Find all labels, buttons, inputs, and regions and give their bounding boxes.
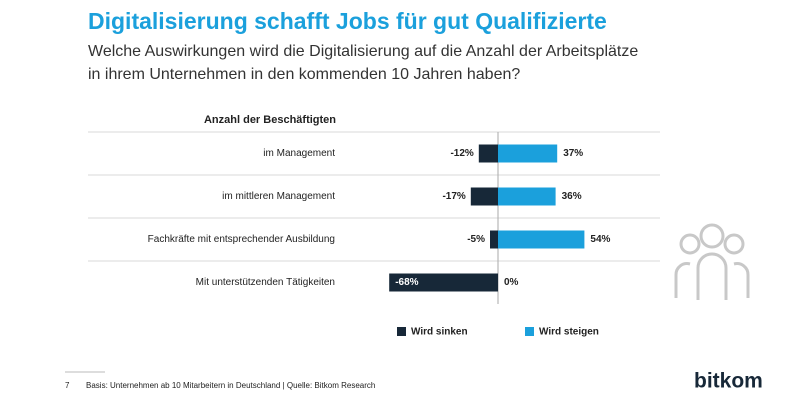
- value-label: -68%: [395, 277, 418, 288]
- category-label: Mit unterstützenden Tätigkeiten: [196, 277, 335, 288]
- bar: [498, 230, 585, 249]
- value-label: -12%: [450, 148, 473, 159]
- value-label: 36%: [562, 191, 582, 202]
- chart-title: Digitalisierung schafft Jobs für gut Qua…: [88, 8, 607, 34]
- category-header: Anzahl der Beschäftigten: [204, 114, 336, 126]
- value-label: 54%: [590, 234, 610, 245]
- legend-label: Wird steigen: [539, 327, 599, 338]
- logo: bitkom: [694, 370, 763, 393]
- bar: [490, 230, 498, 249]
- legend-label: Wird sinken: [411, 327, 468, 338]
- value-label: -5%: [467, 234, 485, 245]
- page-number: 7: [65, 381, 70, 390]
- people-icon: [674, 223, 750, 300]
- legend-swatch: [397, 327, 406, 336]
- chart-subtitle: Welche Auswirkungen wird die Digitalisie…: [88, 43, 639, 83]
- category-label: im Management: [263, 148, 335, 159]
- value-label: 0%: [504, 277, 519, 288]
- bar: [478, 144, 498, 163]
- category-label: im mittleren Management: [222, 191, 335, 202]
- value-label: -17%: [442, 191, 465, 202]
- value-label: 37%: [563, 148, 583, 159]
- bar: [498, 144, 558, 163]
- legend-swatch: [525, 327, 534, 336]
- bar: [498, 187, 556, 206]
- category-label: Fachkräfte mit entsprechender Ausbildung: [148, 234, 335, 245]
- source-note: Basis: Unternehmen ab 10 Mitarbeitern in…: [86, 381, 375, 390]
- bar: [470, 187, 498, 206]
- bar: [389, 273, 498, 292]
